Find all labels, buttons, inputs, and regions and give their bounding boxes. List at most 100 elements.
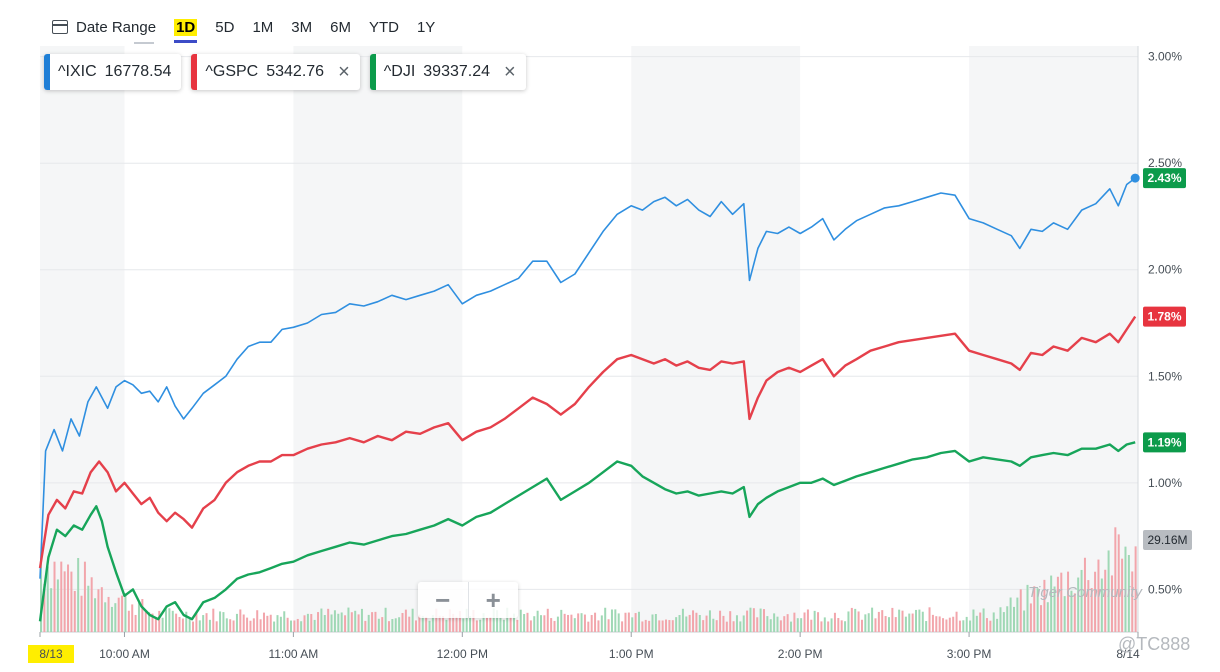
last-value-badge-label: 2.43%	[1147, 171, 1181, 185]
volume-bar	[161, 617, 164, 632]
volume-bar	[850, 607, 853, 632]
volume-badge-label: 29.16M	[1147, 533, 1187, 547]
volume-bar	[516, 619, 519, 632]
range-button-1y[interactable]: 1Y	[416, 18, 436, 36]
ticker-symbol: ^DJI	[383, 63, 416, 80]
volume-bar	[222, 612, 225, 632]
volume-bar	[891, 607, 894, 632]
volume-bar	[796, 618, 799, 632]
volume-bar	[590, 615, 593, 632]
volume-bar	[67, 564, 70, 632]
volume-bar	[627, 612, 630, 632]
volume-bar	[1110, 575, 1113, 632]
volume-bar	[70, 571, 73, 632]
volume-bar	[1067, 571, 1070, 632]
volume-bar	[512, 613, 515, 632]
volume-bar	[43, 583, 46, 632]
volume-bar	[712, 618, 715, 632]
volume-bar	[262, 612, 265, 632]
volume-bar	[938, 616, 941, 632]
volume-bar	[1056, 576, 1059, 632]
volume-bar	[1009, 597, 1012, 632]
zoom-out-button[interactable]: −	[418, 582, 469, 618]
volume-bar	[178, 616, 181, 632]
volume-bar	[617, 613, 620, 632]
volume-bar	[1063, 596, 1066, 632]
volume-bar	[911, 613, 914, 632]
volume-bar	[749, 607, 752, 632]
volume-bar	[665, 619, 668, 632]
volume-bar	[1107, 550, 1110, 632]
volume-bar	[583, 614, 586, 632]
volume-bar	[415, 620, 418, 632]
volume-bar	[458, 611, 461, 632]
range-button-1d[interactable]: 1D	[174, 18, 198, 43]
ticker-chip-gspc[interactable]: ^GSPC 5342.76 ×	[191, 54, 360, 90]
zoom-in-button[interactable]: +	[485, 584, 501, 615]
x-tick-label: 1:00 PM	[609, 647, 654, 661]
volume-bar	[746, 610, 749, 632]
volume-bar	[63, 571, 66, 632]
volume-bar	[867, 613, 870, 632]
volume-bar	[489, 617, 492, 632]
volume-bar	[472, 610, 475, 632]
volume-bar	[283, 611, 286, 632]
range-button-5d[interactable]: 5D	[215, 18, 235, 36]
volume-bar	[421, 615, 424, 632]
volume-bar	[485, 617, 488, 632]
volume-bar	[165, 609, 168, 632]
volume-bar	[688, 614, 691, 632]
volume-bar	[492, 608, 495, 632]
range-button-3m[interactable]: 3M	[291, 18, 313, 36]
volume-bar	[1019, 589, 1022, 632]
remove-ticker-dji-close-icon[interactable]: ×	[504, 61, 516, 83]
volume-bar	[1134, 546, 1137, 632]
range-button-1m[interactable]: 1M	[252, 18, 274, 36]
volume-bar	[107, 596, 110, 632]
volume-bar	[901, 610, 904, 632]
remove-ticker-gspc-close-icon[interactable]: ×	[338, 61, 350, 83]
volume-bar	[438, 615, 441, 632]
volume-bar	[820, 621, 823, 632]
volume-bar	[469, 616, 472, 632]
volume-bar	[1100, 578, 1103, 632]
range-button-ytd[interactable]: YTD	[368, 18, 399, 36]
date-range-button[interactable]: Date Range	[52, 19, 156, 44]
volume-bar	[678, 614, 681, 632]
volume-bar	[367, 614, 370, 632]
y-tick-label: 0.50%	[1148, 582, 1182, 596]
volume-bar	[310, 614, 313, 632]
x-tick-label: 10:00 AM	[99, 647, 150, 661]
volume-bar	[121, 595, 124, 632]
volume-bar	[273, 621, 276, 632]
volume-bar	[857, 611, 860, 632]
volume-bar	[860, 619, 863, 632]
volume-bar	[945, 619, 948, 632]
volume-bar	[313, 619, 316, 632]
volume-bar	[496, 610, 499, 632]
time-band	[631, 46, 801, 632]
last-value-badge-label: 1.19%	[1147, 435, 1181, 449]
volume-bar	[830, 618, 833, 632]
watermark-text: Tiger Community	[1028, 584, 1143, 601]
ticker-color-bar	[191, 54, 198, 90]
volume-bar	[942, 618, 945, 632]
volume-bar	[725, 621, 728, 632]
volume-bar	[965, 616, 968, 632]
volume-bar	[151, 613, 154, 632]
volume-bar	[252, 618, 255, 632]
ticker-chip-dji[interactable]: ^DJI 39337.24 ×	[369, 54, 526, 90]
volume-bar	[773, 613, 776, 632]
volume-bar	[729, 611, 732, 632]
volume-bar	[931, 614, 934, 632]
volume-bar	[276, 615, 279, 632]
volume-bar	[202, 615, 205, 632]
volume-bar	[705, 615, 708, 632]
volume-bar	[364, 620, 367, 632]
range-button-6m[interactable]: 6M	[330, 18, 351, 36]
ticker-chip-ixic[interactable]: ^IXIC 16778.54	[44, 54, 182, 90]
volume-bar	[83, 561, 86, 632]
volume-bar	[989, 620, 992, 632]
volume-bar	[452, 613, 455, 632]
